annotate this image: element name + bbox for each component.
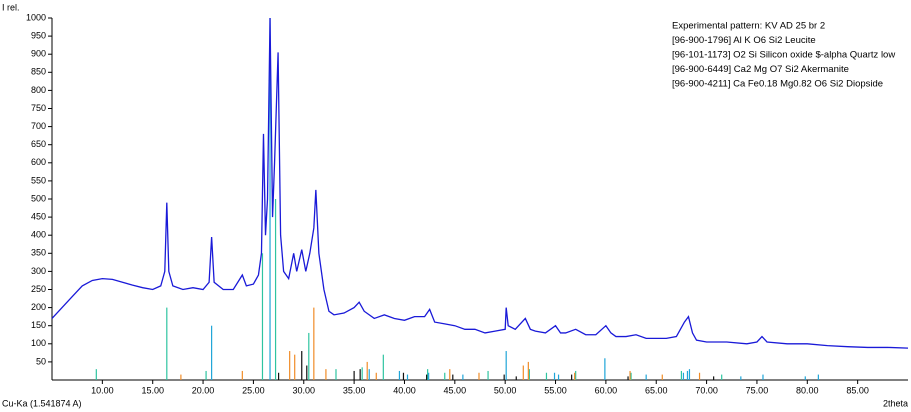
legend-entry: [96-900-4211] Ca Fe0.18 Mg0.82 O6 Si2 Di…	[672, 79, 883, 90]
legend-entry: [96-900-1796] Al K O6 Si2 Leucite	[672, 35, 816, 46]
y-axis-label: I rel.	[2, 2, 20, 12]
y-tick-label: 350	[31, 248, 46, 258]
y-tick-label: 450	[31, 211, 46, 221]
y-tick-label: 300	[31, 266, 46, 276]
pattern-line	[51, 17, 909, 349]
y-tick-label: 400	[31, 230, 46, 240]
y-tick-label: 900	[31, 49, 46, 59]
y-tick-label: 650	[31, 139, 46, 149]
x-tick-label: 30.00	[292, 385, 315, 395]
y-tick-label: 550	[31, 175, 46, 185]
y-tick-label: 600	[31, 157, 46, 167]
x-tick-label: 35.00	[343, 385, 366, 395]
x-tick-label: 85.00	[846, 385, 869, 395]
legend-entry: [96-900-6449] Ca2 Mg O7 Si2 Akermanite	[672, 64, 849, 75]
x-tick-label: 80.00	[796, 385, 819, 395]
y-tick-label: 950	[31, 30, 46, 40]
y-tick-label: 1000	[26, 12, 46, 22]
y-tick-label: 200	[31, 302, 46, 312]
y-tick-label: 800	[31, 85, 46, 95]
x-tick-label: 10.00	[91, 385, 114, 395]
x-tick-label: 45.00	[444, 385, 467, 395]
y-tick-label: 850	[31, 67, 46, 77]
x-tick-label: 50.00	[494, 385, 517, 395]
x-tick-label: 70.00	[695, 385, 718, 395]
y-tick-label: 750	[31, 103, 46, 113]
y-tick-label: 100	[31, 338, 46, 348]
x-tick-label: 55.00	[544, 385, 567, 395]
x-tick-label: 40.00	[393, 385, 416, 395]
x-tick-label: 15.00	[141, 385, 164, 395]
x-tick-label: 20.00	[192, 385, 215, 395]
x-axis-label: 2theta	[883, 398, 908, 408]
y-tick-label: 250	[31, 284, 46, 294]
y-tick-label: 50	[36, 356, 46, 366]
y-tick-label: 150	[31, 320, 46, 330]
legend-entry: [96-101-1173] O2 Si Silicon oxide $-alph…	[672, 50, 895, 61]
y-tick-label: 700	[31, 121, 46, 131]
x-tick-label: 25.00	[242, 385, 265, 395]
y-tick-label: 500	[31, 193, 46, 203]
x-tick-label: 60.00	[595, 385, 618, 395]
x-tick-label: 75.00	[746, 385, 769, 395]
legend-entry: Experimental pattern: KV AD 25 br 2	[672, 21, 825, 32]
x-tick-label: 65.00	[645, 385, 668, 395]
radiation-label: Cu-Ka (1.541874 A)	[2, 398, 82, 408]
